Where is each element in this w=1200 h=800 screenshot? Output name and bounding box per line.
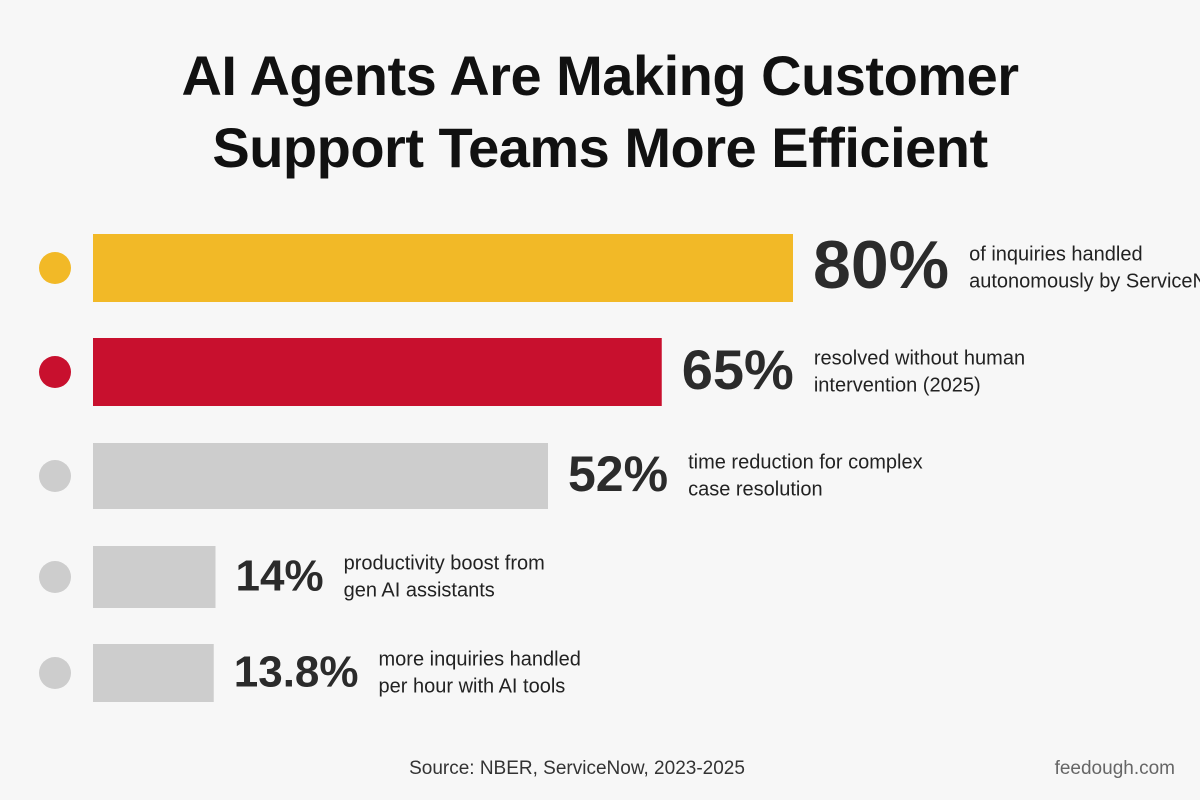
description: autonomously by ServiceNow	[969, 270, 1200, 292]
watermark: feedough.com	[1055, 758, 1175, 779]
bullet	[39, 252, 71, 284]
chart-title: AI Agents Are Making Customer Support Te…	[181, 44, 1019, 179]
bar	[93, 644, 214, 702]
value-label: 52%	[568, 446, 668, 502]
value-label: 80%	[813, 227, 949, 303]
bullet	[39, 561, 71, 593]
bar	[93, 443, 548, 509]
bullet	[39, 657, 71, 689]
description: more inquiries handled	[379, 648, 581, 670]
description: per hour with AI tools	[379, 675, 566, 697]
description: case resolution	[688, 478, 823, 500]
source: Source: NBER, ServiceNow, 2023-2025	[409, 758, 745, 779]
bar	[93, 234, 793, 302]
bullet	[39, 460, 71, 492]
bullet	[39, 356, 71, 388]
value-label: 65%	[682, 338, 794, 401]
value-label: 13.8%	[234, 648, 359, 697]
bar	[93, 338, 662, 406]
value-label: 14%	[236, 552, 324, 601]
description: gen AI assistants	[344, 579, 495, 601]
description: of inquiries handled	[969, 243, 1142, 265]
bar	[93, 546, 216, 608]
description: intervention (2025)	[814, 374, 981, 396]
description: resolved without human	[814, 347, 1025, 369]
description: productivity boost from	[344, 552, 545, 574]
description: time reduction for complex	[688, 451, 923, 473]
